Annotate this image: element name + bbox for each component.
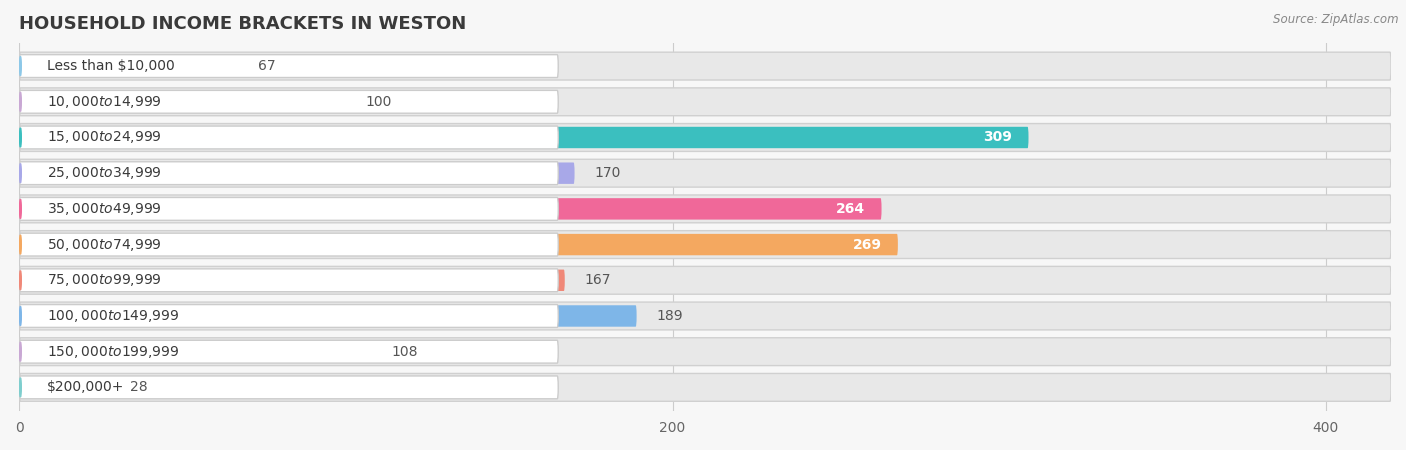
FancyBboxPatch shape	[20, 55, 558, 77]
FancyBboxPatch shape	[20, 233, 558, 256]
Circle shape	[20, 199, 21, 219]
FancyBboxPatch shape	[20, 124, 1391, 151]
FancyBboxPatch shape	[20, 126, 558, 149]
FancyBboxPatch shape	[20, 376, 558, 399]
Circle shape	[20, 271, 21, 290]
Text: Source: ZipAtlas.com: Source: ZipAtlas.com	[1274, 14, 1399, 27]
Text: $150,000 to $199,999: $150,000 to $199,999	[46, 344, 179, 360]
Text: 108: 108	[392, 345, 418, 359]
Text: $75,000 to $99,999: $75,000 to $99,999	[46, 272, 162, 288]
Text: 264: 264	[837, 202, 865, 216]
FancyBboxPatch shape	[20, 305, 637, 327]
Circle shape	[20, 342, 21, 361]
Circle shape	[20, 57, 21, 76]
FancyBboxPatch shape	[20, 162, 558, 184]
Text: $10,000 to $14,999: $10,000 to $14,999	[46, 94, 162, 110]
FancyBboxPatch shape	[20, 269, 558, 292]
Text: 167: 167	[585, 273, 610, 287]
Text: $50,000 to $74,999: $50,000 to $74,999	[46, 237, 162, 252]
Text: 189: 189	[657, 309, 683, 323]
Text: 269: 269	[852, 238, 882, 252]
Text: $25,000 to $34,999: $25,000 to $34,999	[46, 165, 162, 181]
Text: $35,000 to $49,999: $35,000 to $49,999	[46, 201, 162, 217]
Text: $200,000+: $200,000+	[46, 380, 124, 394]
Circle shape	[20, 235, 21, 254]
FancyBboxPatch shape	[20, 340, 558, 363]
FancyBboxPatch shape	[20, 91, 346, 112]
FancyBboxPatch shape	[20, 374, 1391, 401]
FancyBboxPatch shape	[20, 302, 1391, 330]
Text: Less than $10,000: Less than $10,000	[46, 59, 174, 73]
Text: 28: 28	[131, 380, 148, 394]
FancyBboxPatch shape	[20, 234, 898, 255]
FancyBboxPatch shape	[20, 55, 238, 77]
FancyBboxPatch shape	[20, 198, 882, 220]
Circle shape	[20, 378, 21, 397]
Text: $100,000 to $149,999: $100,000 to $149,999	[46, 308, 179, 324]
FancyBboxPatch shape	[20, 341, 373, 362]
FancyBboxPatch shape	[20, 159, 1391, 187]
Text: 100: 100	[366, 95, 392, 109]
FancyBboxPatch shape	[20, 231, 1391, 258]
FancyBboxPatch shape	[20, 162, 575, 184]
FancyBboxPatch shape	[20, 88, 1391, 116]
Text: 309: 309	[983, 130, 1012, 144]
FancyBboxPatch shape	[20, 90, 558, 113]
FancyBboxPatch shape	[20, 270, 565, 291]
FancyBboxPatch shape	[20, 127, 1029, 148]
FancyBboxPatch shape	[20, 195, 1391, 223]
Circle shape	[20, 306, 21, 325]
FancyBboxPatch shape	[20, 377, 111, 398]
Circle shape	[20, 164, 21, 183]
Circle shape	[20, 128, 21, 147]
Text: 170: 170	[595, 166, 620, 180]
Text: $15,000 to $24,999: $15,000 to $24,999	[46, 130, 162, 145]
FancyBboxPatch shape	[20, 52, 1391, 80]
FancyBboxPatch shape	[20, 198, 558, 220]
FancyBboxPatch shape	[20, 305, 558, 328]
Text: HOUSEHOLD INCOME BRACKETS IN WESTON: HOUSEHOLD INCOME BRACKETS IN WESTON	[20, 15, 467, 33]
FancyBboxPatch shape	[20, 266, 1391, 294]
FancyBboxPatch shape	[20, 338, 1391, 365]
Text: 67: 67	[257, 59, 276, 73]
Circle shape	[20, 92, 21, 112]
